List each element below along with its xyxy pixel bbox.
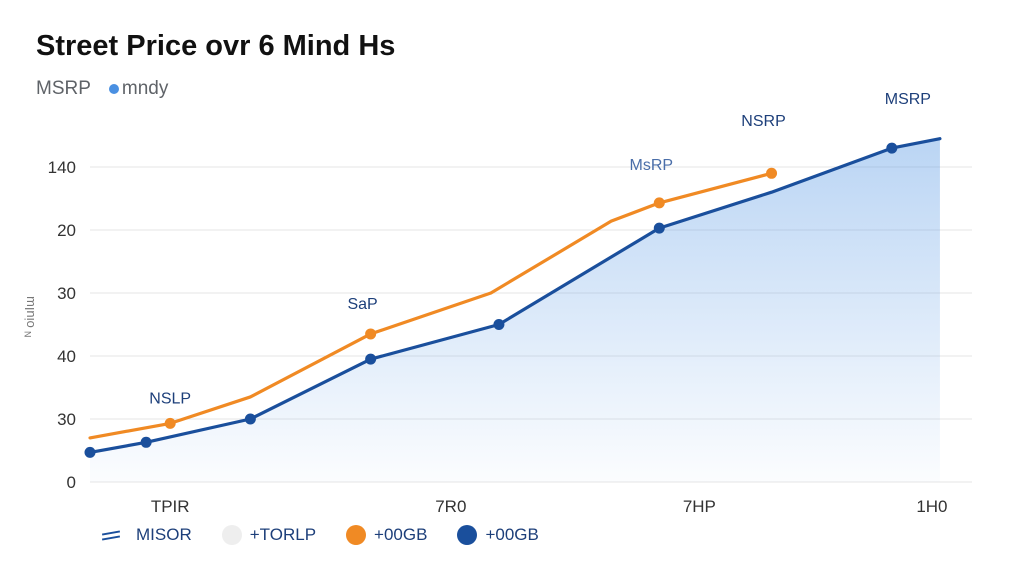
subtitle-series-label: mndy [121,78,169,99]
x-tick-label: 1H0 [916,497,947,516]
y-tick-label: 30 [57,284,76,303]
series-area-blue [90,138,940,482]
data-annotation: MSRP [885,91,931,108]
point-orange [164,417,176,429]
legend-line-icon [100,529,122,541]
legend-item-misor[interactable]: MISOR [100,525,192,545]
point-orange [653,197,665,209]
x-tick-label: 7R0 [435,497,466,516]
data-annotation: SaP [347,296,377,313]
y-tick-label: 140 [48,158,76,177]
point-blue [653,222,665,234]
point-blue [244,413,256,425]
point-blue [140,436,152,448]
point-blue [493,319,505,330]
data-annotation: NSRP [741,113,785,130]
legend-label: +00GB [485,525,539,544]
legend-item-torlp[interactable]: +TORLP [221,525,317,545]
y-tick-label: 20 [57,221,76,240]
y-tick-label: 30 [57,410,76,429]
chart-subtitle: MSRP mndy [36,78,168,100]
subtitle-dot-icon [108,84,119,94]
legend-item-orange[interactable]: +00GB [346,525,427,545]
subtitle-label: MSRP [36,78,91,99]
data-annotation: NSLP [149,390,191,407]
legend-blue-dot-icon [457,525,478,545]
y-axis-label: ᴺ oiuIɯ [22,296,37,337]
legend: MISOR +TORLP +00GB +00GB [100,525,569,545]
data-annotation: MsRP [629,157,673,174]
y-tick-label: 40 [57,347,76,366]
legend-item-blue[interactable]: +00GB [457,525,539,545]
point-orange [365,328,377,340]
legend-label: +TORLP [249,525,317,544]
legend-gray-dot-icon [221,525,242,545]
y-tick-label: 0 [67,473,76,492]
legend-orange-dot-icon [346,525,367,545]
x-tick-label: 7HP [683,497,716,516]
chart-title: Street Price ovr 6 Mind Hs [36,30,396,62]
x-tick-label: TPIR [151,497,190,516]
point-orange [766,167,778,179]
point-blue [84,446,96,458]
point-blue [886,142,898,154]
legend-label: +00GB [374,525,428,544]
legend-label: MISOR [136,525,192,544]
series-line-orange [88,171,774,440]
point-blue [365,353,377,365]
